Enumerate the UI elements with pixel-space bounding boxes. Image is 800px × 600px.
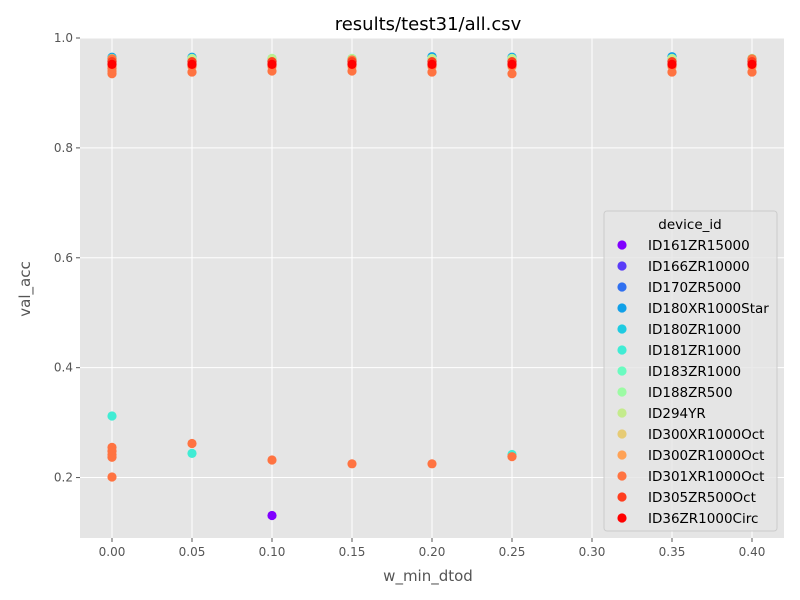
data-point: [267, 455, 277, 465]
data-point: [107, 411, 117, 421]
legend-marker: [617, 282, 627, 292]
legend-marker: [617, 303, 627, 313]
data-point: [347, 59, 357, 69]
legend-marker: [617, 450, 627, 460]
legend-marker: [617, 408, 627, 418]
legend-marker: [617, 492, 627, 502]
data-point: [427, 59, 437, 69]
x-axis-ticks: 0.00 0.05 0.10 0.15 0.20 0.25 0.30 0.35 0.40: [99, 538, 766, 559]
legend-label: ID181ZR1000: [648, 343, 741, 359]
legend-label: ID300XR1000Oct: [648, 427, 764, 443]
legend-title: device_id: [658, 217, 721, 233]
legend-label: ID294YR: [648, 406, 706, 422]
data-point: [267, 510, 277, 521]
legend-items: ID161ZR15000 ID166ZR10000 ID170ZR5000 ID180…: [617, 238, 769, 527]
data-point: [187, 438, 197, 449]
legend-label: ID36ZR1000Circ: [648, 511, 758, 527]
chart-title: results/test31/all.csv: [335, 14, 522, 35]
y-tick-label: 0.2: [54, 471, 73, 485]
legend-label: ID188ZR500: [648, 385, 733, 401]
data-point: [667, 67, 677, 77]
data-point: [347, 459, 357, 469]
legend-marker: [617, 366, 627, 376]
legend-box: [603, 210, 778, 532]
legend-label: ID170ZR5000: [648, 280, 741, 296]
data-point: [507, 69, 517, 79]
data-point: [267, 59, 277, 69]
legend-label: ID300ZR1000Oct: [648, 448, 764, 464]
legend-marker: [617, 429, 627, 439]
x-tick-label: 0.00: [99, 545, 126, 559]
legend-marker: [617, 387, 627, 397]
legend: device_id ID161ZR15000 ID166ZR10000 ID170Z…: [603, 210, 778, 532]
data-point: [507, 59, 517, 69]
x-tick-label: 0.30: [579, 545, 606, 559]
data-point: [187, 67, 197, 77]
legend-marker: [617, 240, 627, 250]
y-tick-label: 0.4: [54, 361, 73, 375]
legend-label: ID305ZR500Oct: [648, 490, 756, 506]
data-point: [507, 452, 517, 462]
legend-marker: [617, 324, 627, 334]
legend-label: ID180ZR1000: [648, 322, 741, 338]
data-point: [427, 67, 437, 77]
data-point: [187, 448, 197, 458]
data-point: [187, 59, 197, 69]
data-point: [347, 66, 357, 76]
x-tick-label: 0.05: [179, 545, 206, 559]
x-tick-label: 0.20: [419, 545, 446, 559]
y-axis-label: val_acc: [16, 261, 35, 316]
data-point: [747, 59, 757, 69]
x-tick-label: 0.10: [259, 545, 286, 559]
legend-label: ID180XR1000Star: [648, 301, 769, 317]
data-point: [107, 452, 117, 462]
y-tick-label: 1.0: [54, 31, 73, 45]
legend-marker: [617, 513, 627, 523]
legend-label: ID301XR1000Oct: [648, 469, 764, 485]
x-tick-label: 0.25: [499, 545, 526, 559]
legend-label: ID183ZR1000: [648, 364, 741, 380]
x-tick-label: 0.35: [659, 545, 686, 559]
x-tick-label: 0.15: [339, 545, 366, 559]
data-point: [747, 67, 757, 77]
data-point: [427, 459, 437, 469]
legend-label: ID166ZR10000: [648, 259, 750, 275]
legend-marker: [617, 345, 627, 355]
data-points: [107, 52, 757, 521]
y-axis-ticks: 0.2 0.4 0.6 0.8 1.0: [54, 31, 80, 485]
y-tick-label: 0.6: [54, 251, 73, 265]
x-tick-label: 0.40: [739, 545, 766, 559]
data-point: [107, 59, 117, 69]
legend-marker: [617, 471, 627, 481]
x-axis-label: w_min_dtod: [383, 567, 473, 586]
legend-marker: [617, 261, 627, 271]
y-tick-label: 0.8: [54, 141, 73, 155]
data-point: [667, 59, 677, 69]
legend-label: ID161ZR15000: [648, 238, 750, 254]
data-point: [107, 472, 117, 482]
